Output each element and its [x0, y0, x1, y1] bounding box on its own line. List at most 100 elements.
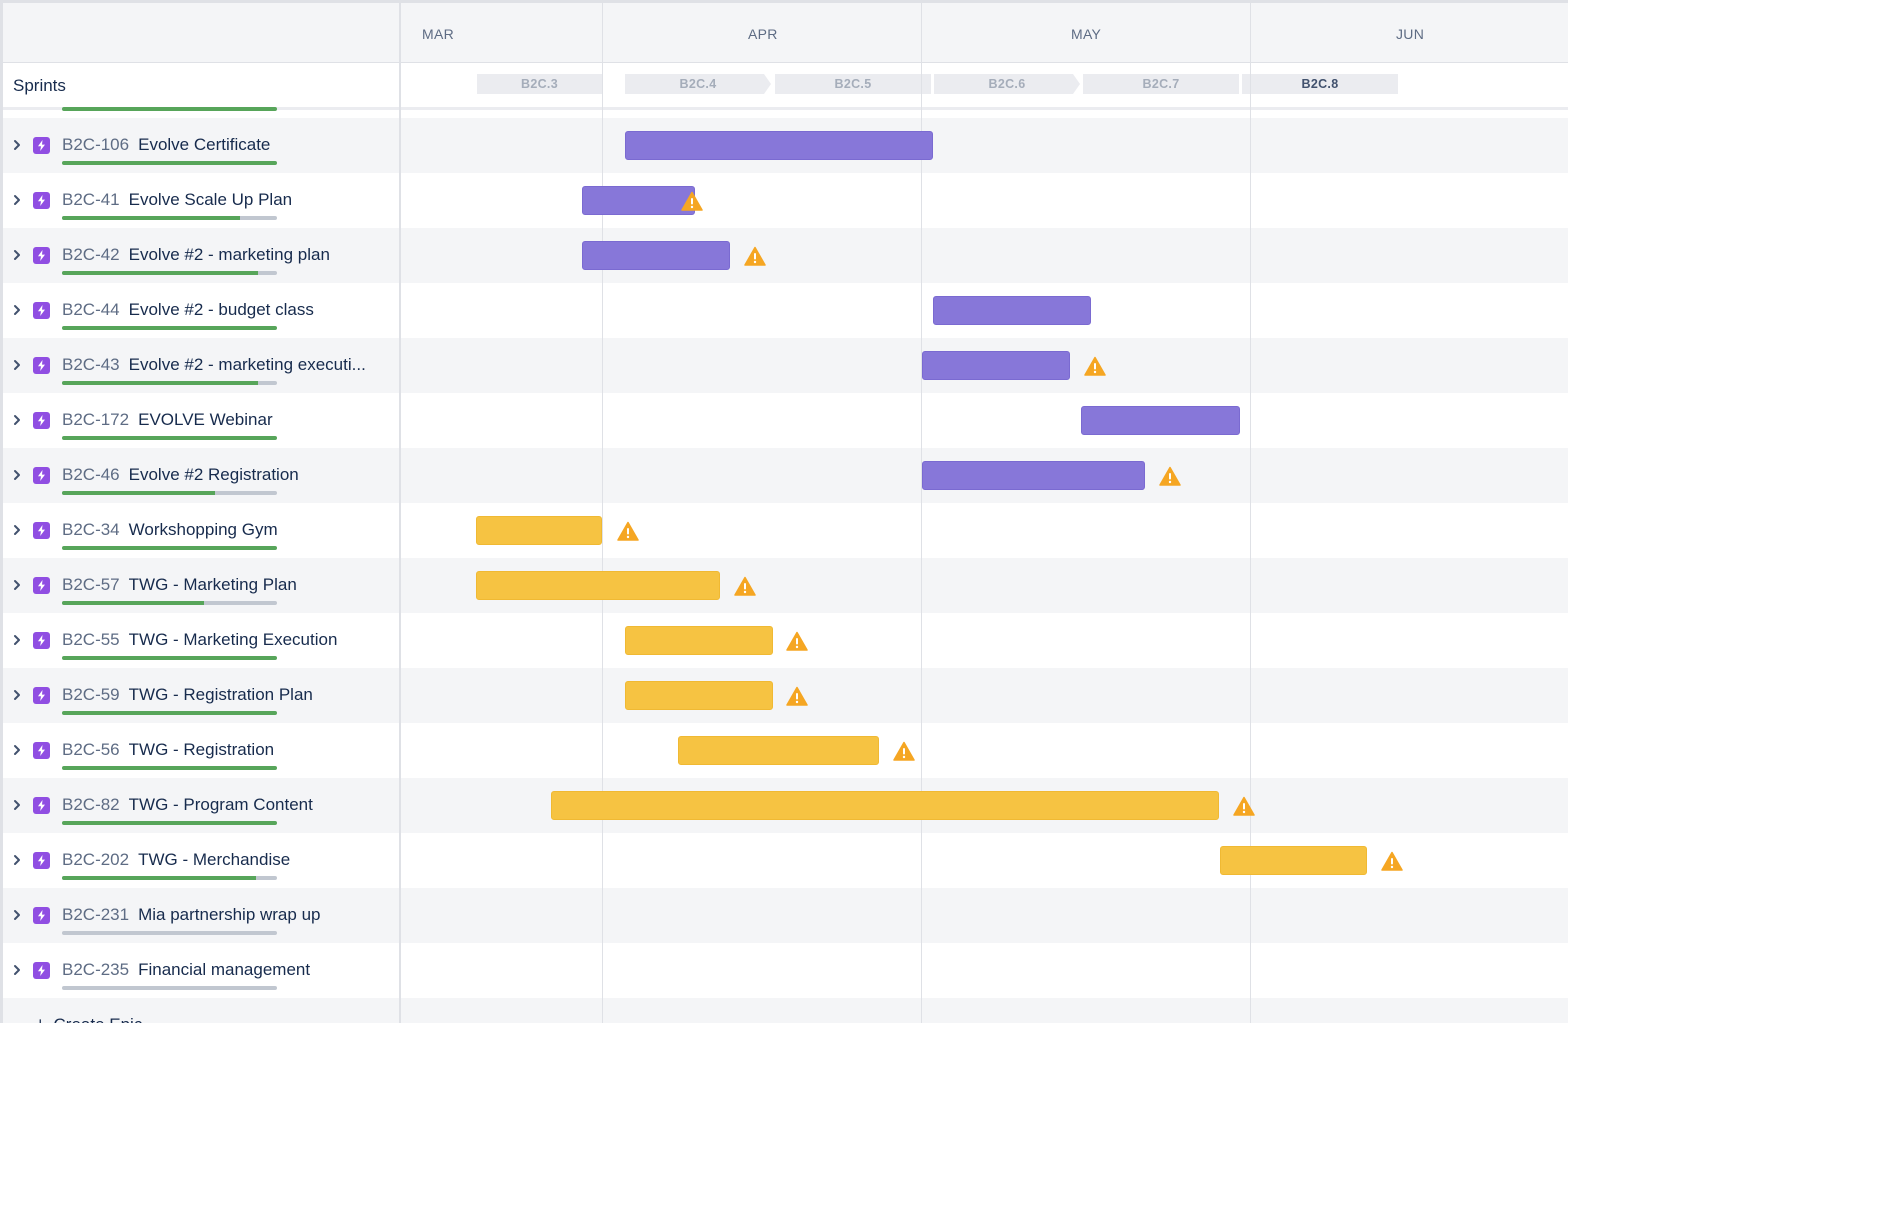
- epic-row[interactable]: B2C-59 TWG - Registration Plan: [3, 668, 1568, 723]
- epic-row[interactable]: B2C-231 Mia partnership wrap up: [3, 888, 1568, 943]
- sprints-header: Sprints B2C.3 B2C.4 B2C.5 B2C.6 B2C.7 B2…: [3, 63, 1568, 110]
- epic-row[interactable]: B2C-55 TWG - Marketing Execution: [3, 613, 1568, 668]
- epic-row[interactable]: B2C-172 EVOLVE Webinar: [3, 393, 1568, 448]
- epic-key: B2C-235: [62, 960, 130, 979]
- chevron-right-icon[interactable]: [11, 742, 23, 758]
- epic-key-title[interactable]: B2C-42 Evolve #2 - marketing plan: [62, 245, 330, 265]
- epic-progress-bar: [62, 491, 277, 495]
- epic-timeline-bar[interactable]: [678, 736, 879, 765]
- epic-key-title[interactable]: B2C-46 Evolve #2 Registration: [62, 465, 299, 485]
- chevron-right-icon[interactable]: [11, 192, 23, 208]
- epic-key-title[interactable]: B2C-231 Mia partnership wrap up: [62, 905, 320, 925]
- create-epic-row: [3, 998, 1568, 1023]
- epic-title: TWG - Merchandise: [138, 850, 291, 869]
- epic-key-title[interactable]: B2C-82 TWG - Program Content: [62, 795, 313, 815]
- epic-icon: [33, 907, 50, 924]
- create-epic-button[interactable]: + Create Epic: [35, 1014, 142, 1023]
- epic-icon: [33, 357, 50, 374]
- epic-row[interactable]: B2C-43 Evolve #2 - marketing executi...: [3, 338, 1568, 393]
- chevron-right-icon[interactable]: [11, 632, 23, 648]
- epic-timeline-bar[interactable]: [625, 681, 773, 710]
- plus-icon: +: [35, 1014, 46, 1023]
- chevron-right-icon[interactable]: [11, 357, 23, 373]
- warning-icon[interactable]: [893, 741, 915, 761]
- epic-row[interactable]: B2C-42 Evolve #2 - marketing plan: [3, 228, 1568, 283]
- chevron-right-icon[interactable]: [11, 137, 23, 153]
- chevron-right-icon[interactable]: [11, 302, 23, 318]
- epic-timeline-bar[interactable]: [625, 626, 773, 655]
- chevron-right-icon[interactable]: [11, 797, 23, 813]
- epic-row[interactable]: B2C-46 Evolve #2 Registration: [3, 448, 1568, 503]
- chevron-right-icon[interactable]: [11, 412, 23, 428]
- epic-timeline-bar[interactable]: [582, 186, 695, 215]
- epic-key-title[interactable]: B2C-235 Financial management: [62, 960, 310, 980]
- epic-key-title[interactable]: B2C-34 Workshopping Gym: [62, 520, 278, 540]
- epic-key-title[interactable]: B2C-202 TWG - Merchandise: [62, 850, 290, 870]
- sprint-b2c-8[interactable]: B2C.8: [1242, 74, 1398, 94]
- chevron-right-icon[interactable]: [11, 247, 23, 263]
- epic-key-title[interactable]: B2C-55 TWG - Marketing Execution: [62, 630, 337, 650]
- sprint-b2c-4[interactable]: B2C.4: [625, 74, 771, 94]
- month-gridline-apr: [602, 3, 603, 1023]
- epic-timeline-bar[interactable]: [551, 791, 1219, 820]
- epic-icon: [33, 192, 50, 209]
- epic-progress-bar: [62, 546, 277, 550]
- epic-key-title[interactable]: B2C-106 Evolve Certificate: [62, 135, 270, 155]
- epic-key: B2C-231: [62, 905, 130, 924]
- epic-timeline-bar[interactable]: [582, 241, 730, 270]
- epic-progress-fill: [62, 326, 277, 330]
- sprint-b2c-5[interactable]: B2C.5: [775, 74, 931, 94]
- epic-key-title[interactable]: B2C-57 TWG - Marketing Plan: [62, 575, 297, 595]
- epic-row[interactable]: B2C-34 Workshopping Gym: [3, 503, 1568, 558]
- epic-row[interactable]: B2C-57 TWG - Marketing Plan: [3, 558, 1568, 613]
- epic-row[interactable]: B2C-235 Financial management: [3, 943, 1568, 998]
- epic-key-title[interactable]: B2C-44 Evolve #2 - budget class: [62, 300, 314, 320]
- epic-row[interactable]: B2C-44 Evolve #2 - budget class: [3, 283, 1568, 338]
- epic-timeline-bar[interactable]: [922, 351, 1070, 380]
- chevron-right-icon[interactable]: [11, 687, 23, 703]
- panel-divider[interactable]: [399, 0, 401, 1023]
- warning-icon[interactable]: [681, 191, 703, 211]
- epic-key-title[interactable]: B2C-56 TWG - Registration: [62, 740, 274, 760]
- epic-title: TWG - Marketing Plan: [128, 575, 297, 594]
- sprint-name: B2C.3: [521, 77, 558, 91]
- timeline-month-header: MAR APR MAY JUN: [3, 3, 1568, 63]
- epic-icon: [33, 962, 50, 979]
- epic-timeline-bar[interactable]: [625, 131, 933, 160]
- chevron-right-icon[interactable]: [11, 577, 23, 593]
- epic-key-title[interactable]: B2C-41 Evolve Scale Up Plan: [62, 190, 292, 210]
- epic-icon: [33, 522, 50, 539]
- epic-timeline-bar[interactable]: [476, 516, 602, 545]
- epic-key-title[interactable]: B2C-43 Evolve #2 - marketing executi...: [62, 355, 366, 375]
- epic-key: B2C-44: [62, 300, 120, 319]
- warning-icon[interactable]: [617, 521, 639, 541]
- warning-icon[interactable]: [1233, 796, 1255, 816]
- epic-row[interactable]: B2C-82 TWG - Program Content: [3, 778, 1568, 833]
- warning-icon[interactable]: [1381, 851, 1403, 871]
- epic-key: B2C-59: [62, 685, 120, 704]
- epic-timeline-bar[interactable]: [476, 571, 720, 600]
- sprint-b2c-3[interactable]: B2C.3: [477, 74, 602, 94]
- warning-icon[interactable]: [734, 576, 756, 596]
- warning-icon[interactable]: [786, 631, 808, 651]
- epic-timeline-bar[interactable]: [922, 461, 1145, 490]
- chevron-right-icon[interactable]: [11, 852, 23, 868]
- chevron-right-icon[interactable]: [11, 467, 23, 483]
- epic-key: B2C-41: [62, 190, 120, 209]
- epic-key-title[interactable]: B2C-59 TWG - Registration Plan: [62, 685, 313, 705]
- warning-icon[interactable]: [744, 246, 766, 266]
- create-epic-label: Create Epic: [54, 1015, 143, 1023]
- epic-timeline-bar[interactable]: [1081, 406, 1240, 435]
- warning-icon[interactable]: [1084, 356, 1106, 376]
- sprint-b2c-6[interactable]: B2C.6: [934, 74, 1080, 94]
- chevron-right-icon[interactable]: [11, 962, 23, 978]
- chevron-right-icon[interactable]: [11, 522, 23, 538]
- epic-key-title[interactable]: B2C-172 EVOLVE Webinar: [62, 410, 273, 430]
- epic-timeline-bar[interactable]: [1220, 846, 1367, 875]
- epic-row[interactable]: B2C-41 Evolve Scale Up Plan: [3, 173, 1568, 228]
- chevron-right-icon[interactable]: [11, 907, 23, 923]
- sprint-b2c-7[interactable]: B2C.7: [1083, 74, 1239, 94]
- warning-icon[interactable]: [786, 686, 808, 706]
- epic-timeline-bar[interactable]: [933, 296, 1091, 325]
- warning-icon[interactable]: [1159, 466, 1181, 486]
